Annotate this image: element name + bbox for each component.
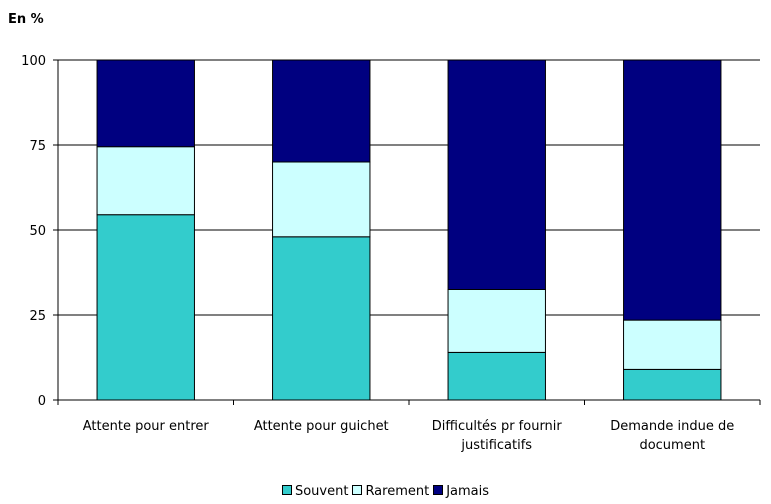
bar-jamais xyxy=(623,59,722,321)
x-category-label: justificatifs xyxy=(460,438,532,453)
bar-souvent xyxy=(96,214,195,401)
x-category-label: document xyxy=(639,438,705,453)
x-category-label: Attente pour entrer xyxy=(83,419,210,434)
y-tick-label: 25 xyxy=(29,309,46,324)
bar-jamais xyxy=(272,59,371,163)
legend-swatch xyxy=(433,485,444,495)
x-category-label: Attente pour guichet xyxy=(254,419,389,434)
bar-rarement xyxy=(272,161,371,238)
bar-rarement xyxy=(447,289,546,353)
legend-swatch xyxy=(281,485,292,495)
bar-jamais xyxy=(447,59,546,290)
y-tick-label: 100 xyxy=(21,54,46,69)
y-tick-label: 75 xyxy=(29,139,46,154)
legend-item-jamais: Jamais xyxy=(433,484,489,500)
legend-item-souvent: Souvent xyxy=(281,484,349,500)
x-category-label: Difficultés pr fournir xyxy=(432,419,563,434)
bar-jamais xyxy=(96,59,195,148)
y-tick-label: 0 xyxy=(38,394,46,409)
bar-souvent xyxy=(623,368,722,401)
bar-souvent xyxy=(272,236,371,401)
bar-rarement xyxy=(623,319,722,370)
y-tick-label: 50 xyxy=(29,224,46,239)
legend-item-rarement: Rarement xyxy=(352,484,429,500)
bar-souvent xyxy=(447,351,546,401)
bar-rarement xyxy=(96,146,195,216)
stacked-bar-chart: 0 25 50 75 100 Attente pour entrer Attente pou… xyxy=(21,54,761,453)
legend-label: Jamais xyxy=(446,484,490,499)
legend: Souvent Rarement Jamais xyxy=(0,484,771,500)
legend-swatch xyxy=(352,485,363,495)
legend-label: Rarement xyxy=(365,484,430,499)
unit-label: En % xyxy=(8,12,44,27)
legend-label: Souvent xyxy=(294,484,349,499)
x-category-label: Demande indue de xyxy=(610,419,734,434)
